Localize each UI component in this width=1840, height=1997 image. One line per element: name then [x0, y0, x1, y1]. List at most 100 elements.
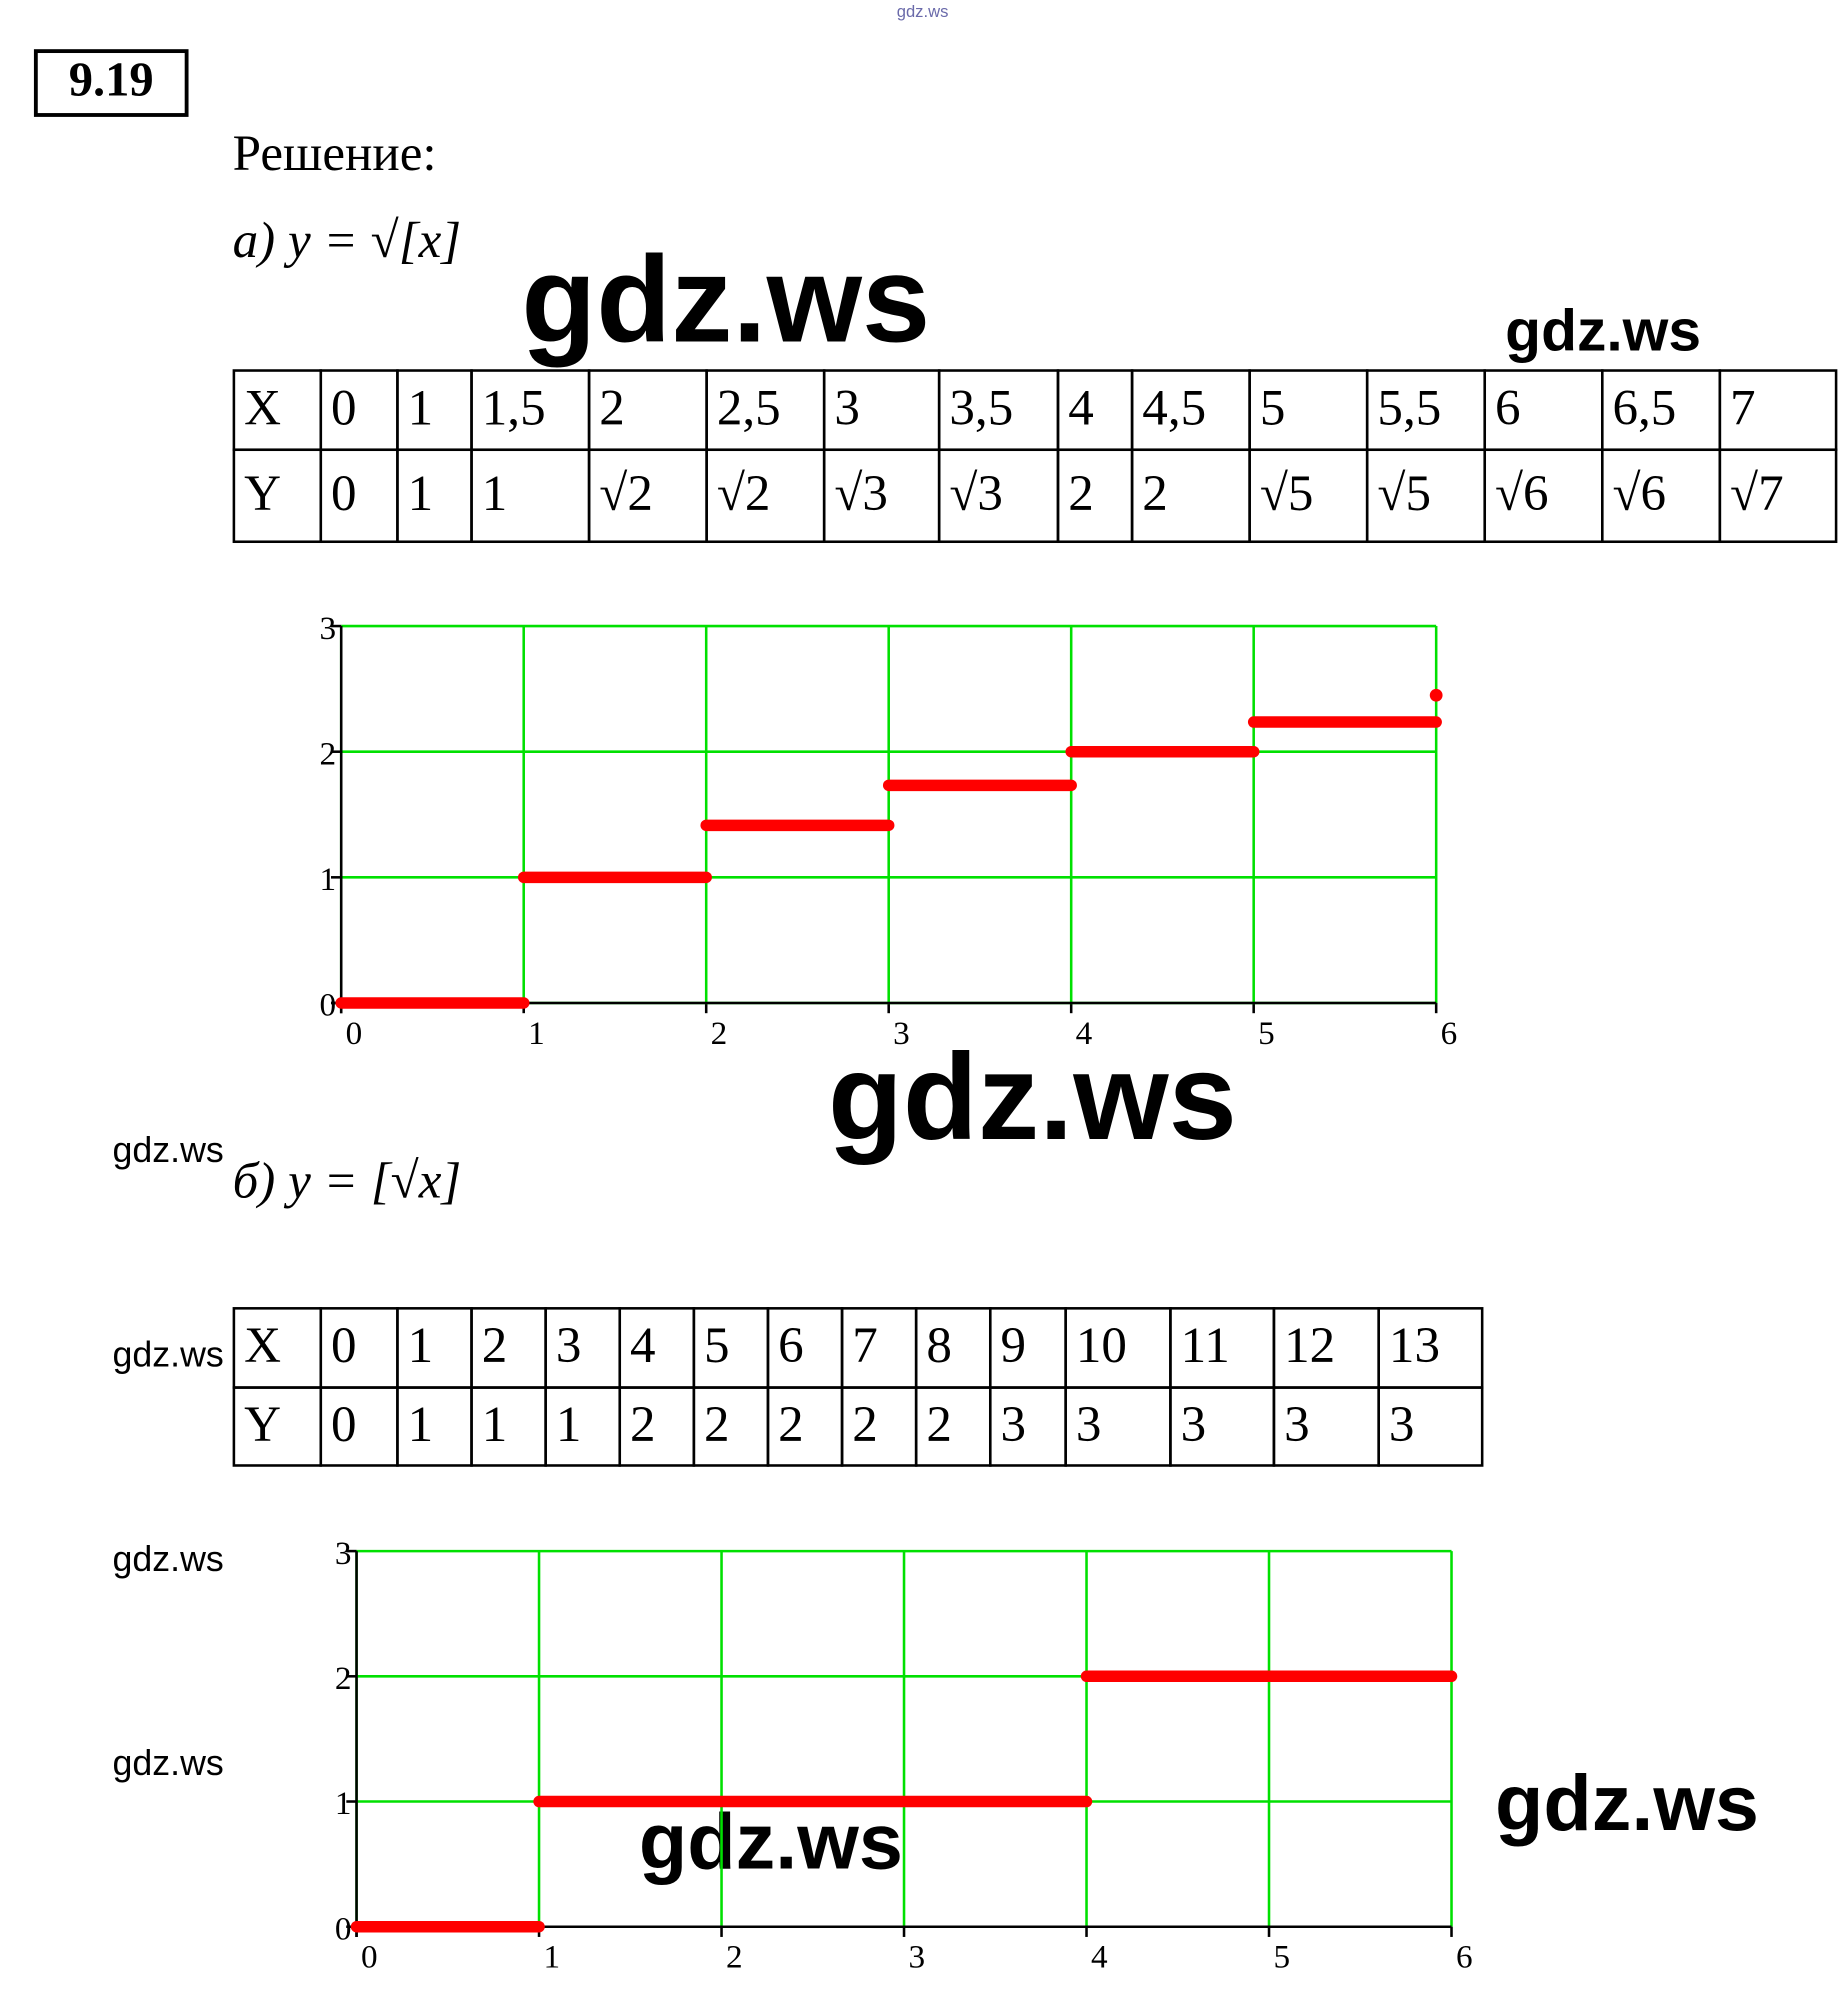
- cell-text: X: [244, 1317, 281, 1374]
- cell-text: 5: [704, 1317, 730, 1374]
- cell-text: X: [244, 379, 281, 436]
- cell-text: 7: [1730, 379, 1756, 436]
- watermark: gdz.ws: [828, 1028, 1237, 1165]
- x-tick-label: 0: [346, 1015, 363, 1052]
- y-tick-label: 0: [319, 987, 336, 1024]
- cell-text: √5: [1377, 465, 1431, 522]
- cell-text: 3,5: [949, 379, 1013, 436]
- cell-text: 1: [408, 379, 434, 436]
- cell-text: 2: [599, 379, 625, 436]
- x-tick-label: 1: [528, 1015, 545, 1052]
- x-tick-label: 3: [893, 1015, 910, 1052]
- y-tick-label: 0: [335, 1910, 352, 1947]
- cell-text: 11: [1181, 1317, 1230, 1374]
- cell-text: 6: [1495, 379, 1521, 436]
- y-tick-label: 3: [319, 610, 336, 647]
- problem-number: 9.19: [69, 52, 154, 106]
- x-tick-label: 2: [711, 1015, 728, 1052]
- cell-text: 2: [926, 1396, 952, 1453]
- cell-text: 2: [1068, 465, 1094, 522]
- x-tick-label: 6: [1456, 1939, 1473, 1976]
- cell-text: 1: [482, 1396, 508, 1453]
- cell-text: 0: [331, 1317, 357, 1374]
- cell-text: 9: [1000, 1317, 1026, 1374]
- cell-text: 1,5: [482, 379, 546, 436]
- cell-text: Y: [244, 465, 281, 522]
- cell-text: 0: [331, 379, 357, 436]
- table-cell: [1718, 448, 1838, 544]
- cell-text: √5: [1260, 465, 1314, 522]
- x-tick-label: 6: [1441, 1015, 1458, 1052]
- y-tick-label: 2: [335, 1660, 352, 1697]
- cell-text: 2,5: [717, 379, 781, 436]
- cell-text: 8: [926, 1317, 952, 1374]
- cell-text: √3: [949, 465, 1003, 522]
- cell-text: 12: [1284, 1317, 1335, 1374]
- cell-text: 5: [1260, 379, 1286, 436]
- cell-text: 2: [1142, 465, 1168, 522]
- watermark: gdz.ws: [639, 1796, 903, 1885]
- watermark: gdz.ws: [113, 1130, 224, 1170]
- cell-text: 1: [408, 1317, 434, 1374]
- cell-text: 3: [1389, 1396, 1415, 1453]
- x-tick-label: 2: [726, 1939, 743, 1976]
- y-tick-label: 1: [335, 1785, 352, 1822]
- cell-text: 1: [408, 1396, 434, 1453]
- cell-text: 2: [630, 1396, 656, 1453]
- cell-text: 0: [331, 1396, 357, 1453]
- cell-text: 4,5: [1142, 379, 1206, 436]
- cell-text: 4: [1068, 379, 1094, 436]
- x-tick-label: 5: [1258, 1015, 1275, 1052]
- cell-text: 6,5: [1612, 379, 1676, 436]
- cell-text: 2: [852, 1396, 878, 1453]
- cell-text: 3: [1076, 1396, 1102, 1453]
- y-tick-label: 2: [319, 735, 336, 772]
- cell-text: 4: [630, 1317, 656, 1374]
- watermark: gdz.ws: [113, 1743, 224, 1783]
- x-tick-label: 0: [361, 1939, 378, 1976]
- watermark: gdz.ws: [1495, 1758, 1759, 1847]
- cell-text: 0: [331, 465, 357, 522]
- cell-text: Y: [244, 1396, 281, 1453]
- cell-text: √2: [717, 465, 771, 522]
- watermark: gdz.ws: [113, 1334, 224, 1374]
- watermark: gdz.ws: [113, 1539, 224, 1579]
- cell-text: √2: [599, 465, 653, 522]
- cell-text: 10: [1076, 1317, 1127, 1374]
- x-tick-label: 4: [1091, 1939, 1108, 1976]
- solution-label: Решение:: [233, 125, 437, 182]
- cell-text: 2: [704, 1396, 730, 1453]
- cell-text: 2: [778, 1396, 804, 1453]
- end-point: [1429, 688, 1443, 702]
- cell-text: 7: [852, 1317, 878, 1374]
- cell-text: 3: [556, 1317, 582, 1374]
- x-tick-label: 5: [1273, 1939, 1290, 1976]
- table-cell: [1377, 1386, 1484, 1467]
- watermark: gdz.ws: [897, 2, 949, 21]
- cell-text: 1: [408, 465, 434, 522]
- cell-text: √3: [834, 465, 888, 522]
- x-tick-label: 3: [909, 1939, 926, 1976]
- cell-text: 1: [556, 1396, 582, 1453]
- formula: б) y = [√x]: [233, 1152, 462, 1209]
- watermark: gdz.ws: [1505, 298, 1701, 363]
- cell-text: 3: [1000, 1396, 1026, 1453]
- number-box: [33, 49, 189, 117]
- cell-text: √6: [1495, 465, 1549, 522]
- x-tick-label: 4: [1076, 1015, 1093, 1052]
- cell-text: 2: [482, 1317, 508, 1374]
- x-tick-label: 1: [544, 1939, 561, 1976]
- cell-text: 6: [778, 1317, 804, 1374]
- cell-text: 3: [1284, 1396, 1310, 1453]
- y-tick-label: 3: [335, 1535, 352, 1572]
- cell-text: 3: [834, 379, 860, 436]
- cell-text: √6: [1612, 465, 1666, 522]
- cell-text: 13: [1389, 1317, 1440, 1374]
- y-tick-label: 1: [319, 861, 336, 898]
- cell-text: 3: [1181, 1396, 1207, 1453]
- cell-text: √7: [1730, 465, 1784, 522]
- cell-text: 1: [482, 465, 508, 522]
- cell-text: 5,5: [1377, 379, 1441, 436]
